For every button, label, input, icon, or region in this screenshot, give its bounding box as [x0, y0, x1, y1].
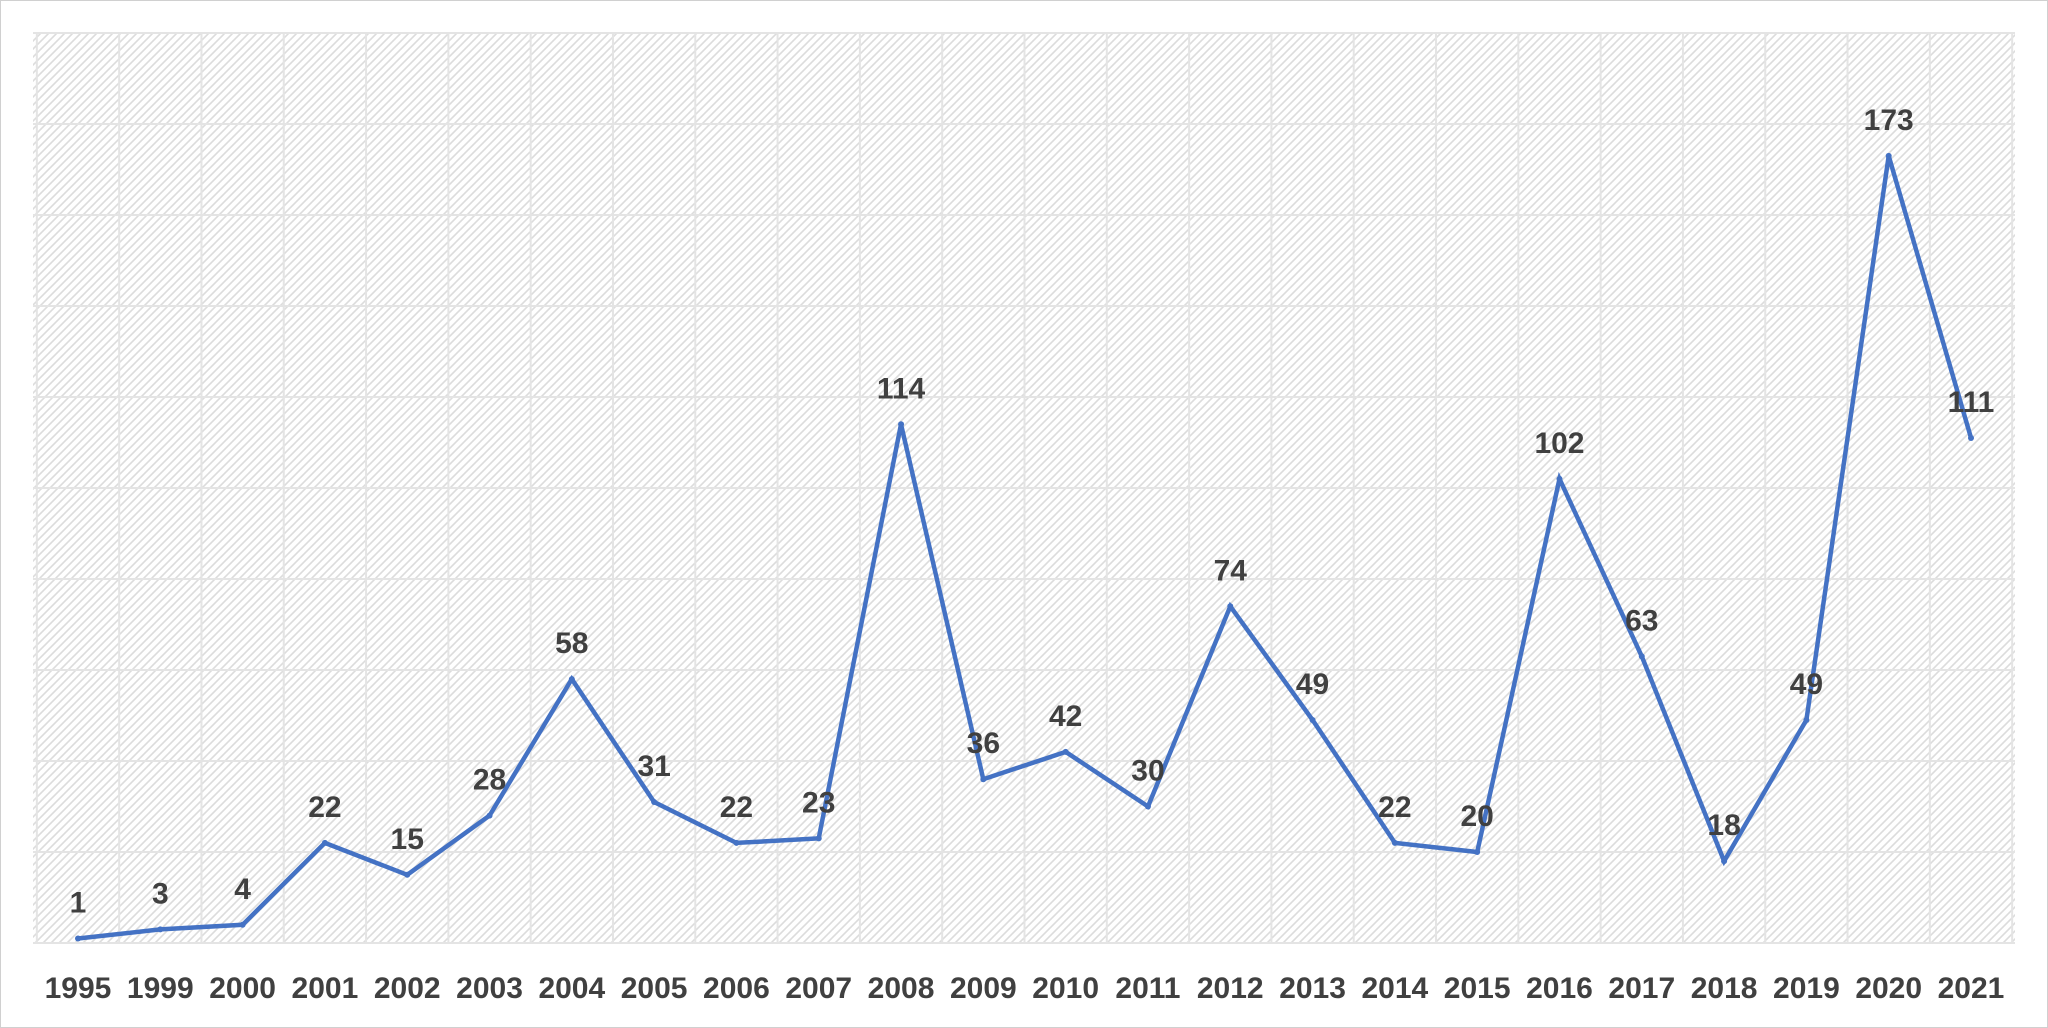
- data-label-2009: 36: [967, 727, 1000, 760]
- data-label-1995: 1: [70, 886, 87, 919]
- data-point-2019: [1803, 717, 1810, 724]
- data-label-2021: 111: [1948, 386, 1995, 419]
- points-layer: [75, 152, 1974, 942]
- x-tick-label-2020: 2020: [1855, 972, 1922, 1005]
- data-label-2006: 22: [720, 791, 753, 824]
- data-label-2010: 42: [1049, 700, 1082, 733]
- data-label-2016: 102: [1534, 427, 1584, 460]
- data-point-2020: [1885, 152, 1892, 159]
- data-point-2015: [1474, 849, 1481, 855]
- data-point-2010: [1062, 748, 1069, 755]
- data-point-2012: [1227, 603, 1234, 610]
- data-point-2009: [980, 776, 987, 783]
- data-label-2011: 30: [1131, 755, 1164, 788]
- x-tick-label-2007: 2007: [785, 972, 852, 1005]
- x-tick-label-1995: 1995: [45, 972, 112, 1005]
- x-axis-ticks: 1995 1999 2000 2001 2002 2003 2004 2005 2006 2007…: [45, 972, 2005, 1005]
- data-label-2014: 22: [1378, 791, 1411, 824]
- x-tick-label-2011: 2011: [1115, 972, 1180, 1005]
- data-label-2012: 74: [1214, 554, 1248, 587]
- series-layer: [77, 155, 1974, 941]
- x-tick-label-2021: 2021: [1938, 972, 2005, 1005]
- x-tick-label-2005: 2005: [621, 972, 688, 1005]
- x-tick-label-2016: 2016: [1526, 972, 1593, 1005]
- data-point-2002: [404, 871, 411, 878]
- data-point-2005: [651, 798, 658, 805]
- data-label-2007: 23: [802, 786, 835, 819]
- data-point-2006: [733, 839, 740, 846]
- x-tick-label-2013: 2013: [1279, 972, 1346, 1005]
- x-tick-label-2014: 2014: [1361, 972, 1428, 1005]
- data-label-2013: 49: [1296, 668, 1329, 701]
- data-point-2021: [1968, 434, 1974, 441]
- data-point-1995: [75, 935, 81, 942]
- x-tick-label-2019: 2019: [1773, 972, 1840, 1005]
- data-point-2008: [898, 421, 905, 428]
- x-tick-label-2018: 2018: [1691, 972, 1758, 1005]
- data-point-2011: [1144, 803, 1151, 810]
- x-tick-label-1999: 1999: [127, 972, 194, 1005]
- x-tick-label-2010: 2010: [1032, 972, 1099, 1005]
- data-label-2008: 114: [877, 372, 926, 405]
- data-label-2002: 15: [391, 823, 424, 856]
- data-point-1999: [157, 926, 164, 933]
- data-labels: 1 3 4 22 15 28 58 31 22 23 114 36 42 30 74 49 22 20 102 63 1…: [70, 104, 1995, 920]
- data-point-2016: [1556, 475, 1563, 482]
- data-point-2007: [815, 835, 822, 842]
- data-label-2001: 22: [308, 791, 341, 824]
- gridlines: [33, 32, 2015, 944]
- x-tick-label-2012: 2012: [1197, 972, 1264, 1005]
- data-point-2004: [568, 676, 575, 683]
- x-tick-label-2008: 2008: [868, 972, 935, 1005]
- x-tick-label-2015: 2015: [1444, 972, 1511, 1005]
- data-label-2017: 63: [1625, 604, 1658, 637]
- data-point-2017: [1638, 653, 1645, 660]
- x-tick-label-2001: 2001: [292, 972, 359, 1005]
- data-label-2004: 58: [555, 627, 588, 660]
- data-point-2003: [486, 812, 493, 819]
- x-tick-label-2000: 2000: [209, 972, 276, 1005]
- x-tick-label-2002: 2002: [374, 972, 441, 1005]
- data-point-2018: [1721, 858, 1728, 865]
- data-label-2020: 173: [1864, 104, 1914, 137]
- data-label-2018: 18: [1707, 809, 1740, 842]
- x-tick-label-2009: 2009: [950, 972, 1017, 1005]
- x-tick-label-2004: 2004: [538, 972, 605, 1005]
- data-label-2019: 49: [1790, 668, 1823, 701]
- x-tick-label-2003: 2003: [456, 972, 523, 1005]
- data-label-2005: 31: [637, 750, 670, 783]
- data-point-2014: [1391, 839, 1398, 846]
- data-label-2015: 20: [1460, 800, 1493, 833]
- data-point-2001: [321, 839, 328, 846]
- data-label-2003: 28: [473, 764, 506, 797]
- x-tick-label-2017: 2017: [1608, 972, 1675, 1005]
- data-point-2000: [239, 921, 246, 928]
- x-tick-label-2006: 2006: [703, 972, 770, 1005]
- series-line: [77, 155, 1974, 941]
- data-label-2000: 4: [234, 873, 251, 906]
- data-label-1999: 3: [152, 877, 169, 910]
- data-point-2013: [1309, 717, 1316, 724]
